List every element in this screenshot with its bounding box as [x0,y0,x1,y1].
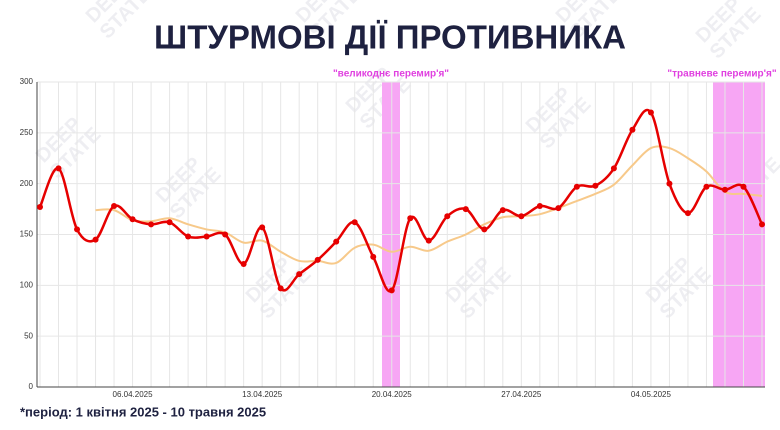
y-tick-label: 150 [20,230,34,239]
point [203,233,210,240]
point [333,238,340,245]
chart-title: ШТУРМОВІ ДІЇ ПРОТИВНИКА [154,19,626,56]
point [240,260,247,267]
point [92,236,99,243]
point [462,206,469,213]
point [518,213,525,220]
point [185,233,192,240]
y-tick-label: 250 [20,128,34,137]
point [536,203,543,210]
point [277,285,284,292]
point [425,237,432,244]
x-tick-label: 20.04.2025 [372,390,413,399]
annotation: "травневе перемир'я" [667,69,776,80]
footnote: *період: 1 квітня 2025 - 10 травня 2025 [20,404,266,419]
point [407,215,414,222]
point [370,253,377,260]
point [481,226,488,233]
point [740,183,747,190]
point [74,226,81,233]
point [55,165,62,172]
annotation: "великоднє перемир'я" [333,69,449,80]
point [647,109,654,116]
point [610,165,617,172]
x-tick-label: 13.04.2025 [242,390,283,399]
point [629,126,636,133]
point [166,219,173,226]
point [499,207,506,214]
point [111,203,118,210]
point [351,219,358,226]
point [37,204,43,211]
point [388,287,395,294]
daily-line [38,108,764,293]
point [703,183,710,190]
point [721,186,728,193]
point [296,271,303,278]
point [444,213,451,220]
point [684,210,691,217]
y-tick-label: 50 [24,331,33,340]
point [314,256,321,263]
x-tick-label: 04.05.2025 [631,390,672,399]
average-line [95,145,763,265]
point [555,205,562,212]
point [148,221,155,228]
point [759,221,765,228]
point [592,182,599,189]
x-tick-label: 27.04.2025 [501,390,542,399]
y-tick-label: 0 [29,382,34,391]
y-tick-label: 300 [20,77,34,86]
point [573,183,580,190]
point [129,216,136,223]
x-tick-label: 06.04.2025 [113,390,154,399]
point [259,224,266,231]
point [222,231,229,238]
point [666,180,673,187]
y-tick-label: 100 [20,280,34,289]
y-tick-label: 200 [20,179,34,188]
